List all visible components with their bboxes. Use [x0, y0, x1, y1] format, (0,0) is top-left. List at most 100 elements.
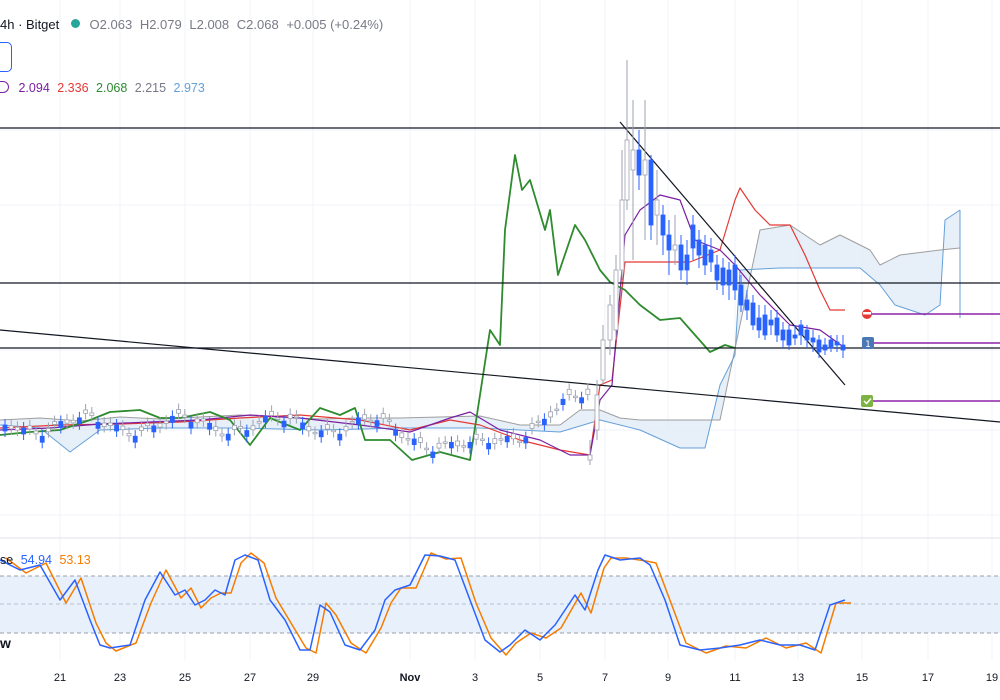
- oscillator-side-label: w: [0, 635, 11, 651]
- x-axis-tick-label: 7: [602, 672, 608, 684]
- candle-body: [21, 427, 27, 435]
- candle-body: [642, 159, 648, 176]
- candle-body: [169, 415, 175, 423]
- x-axis-tick-label: 17: [922, 672, 934, 684]
- candle-body: [238, 426, 244, 429]
- candle-body: [151, 425, 157, 433]
- indicator-settings-button[interactable]: [0, 42, 12, 72]
- x-axis-tick-label: 11: [729, 672, 740, 684]
- candle-body: [207, 422, 213, 430]
- candle-body: [684, 254, 690, 271]
- candle-body: [262, 415, 268, 423]
- candle-body: [792, 334, 798, 339]
- candle-body: [510, 433, 516, 440]
- candle-body: [594, 394, 600, 431]
- candle-body: [163, 420, 169, 424]
- candle-body: [732, 264, 738, 291]
- candle-body: [619, 199, 625, 271]
- candle-body: [138, 426, 144, 431]
- change-value: +0.005 (+0.24%): [286, 17, 384, 32]
- candle-body: [250, 425, 256, 431]
- candle-body: [461, 445, 467, 448]
- candle-body: [182, 414, 188, 418]
- candle-body: [816, 339, 822, 353]
- candle-body: [411, 438, 417, 445]
- candle-body: [486, 443, 492, 450]
- candle-body: [46, 428, 51, 433]
- candle-body: [200, 418, 206, 422]
- candle-body: [33, 430, 39, 435]
- candle-body: [312, 431, 318, 435]
- candle-body: [535, 420, 541, 424]
- candle-body: [442, 441, 448, 444]
- candle-body: [424, 447, 430, 451]
- candle-body: [517, 440, 522, 443]
- candle-body: [306, 426, 312, 432]
- symbol-title[interactable]: 4h · Bitget: [0, 17, 60, 32]
- candle-body: [39, 435, 45, 443]
- candle-body: [70, 419, 76, 424]
- candle-body: [822, 344, 828, 351]
- low-value: 2.008: [196, 17, 230, 32]
- ichimoku-lagging-value: 2.068: [96, 81, 128, 95]
- candle-body: [269, 410, 275, 416]
- candle-body: [275, 417, 281, 420]
- candle-body: [579, 397, 584, 404]
- ichimoku-legend: 2.094 2.336 2.068 2.215 2.973: [0, 81, 205, 95]
- x-axis-tick-label: 23: [114, 672, 126, 684]
- candle-body: [355, 417, 361, 425]
- oscillator-k-value: 54.94: [20, 553, 52, 567]
- ichimoku-eye-icon[interactable]: [0, 81, 9, 93]
- candle-body: [362, 414, 368, 420]
- candle-body: [479, 438, 485, 441]
- ichimoku-span-a-value: 2.215: [134, 81, 167, 95]
- candle-body: [213, 426, 219, 432]
- x-axis-tick-label: 13: [792, 672, 804, 684]
- alert-tag: [862, 337, 874, 349]
- close-label: C: [236, 17, 247, 32]
- oscillator-label: se: [0, 553, 14, 567]
- candle-body: [613, 269, 619, 331]
- candle-body: [2, 424, 8, 432]
- candle-body: [231, 425, 237, 430]
- x-axis-tick-label: 25: [179, 672, 191, 684]
- high-value: 2.079: [149, 17, 182, 32]
- candle-body: [585, 388, 591, 395]
- candle-body: [126, 432, 132, 437]
- candle-body: [8, 425, 14, 430]
- candle-body: [810, 337, 816, 343]
- alert-stop-icon-bar: [863, 312, 871, 315]
- candle-body: [368, 419, 374, 423]
- candle-body: [455, 440, 461, 447]
- x-axis-tick-label: 19: [986, 672, 998, 684]
- x-axis-tick-label: 29: [307, 672, 319, 684]
- ichimoku-lagging-span-line: [0, 154, 736, 461]
- candle-body: [554, 408, 560, 412]
- candle-body: [145, 422, 151, 427]
- candle-body: [393, 429, 399, 436]
- close-value: 2.068: [246, 17, 279, 32]
- candle-body: [349, 421, 355, 424]
- oscillator-d-value: 53.13: [59, 553, 91, 567]
- x-axis-tick-label: 27: [244, 672, 256, 684]
- candle-body: [281, 420, 287, 428]
- candle-body: [560, 398, 566, 405]
- candle-body: [473, 433, 479, 440]
- candle-body: [95, 421, 101, 429]
- candle-body: [768, 319, 774, 326]
- candle-body: [188, 421, 194, 429]
- candle-body: [660, 214, 666, 236]
- candle-body: [225, 433, 231, 441]
- candle-body: [630, 149, 636, 171]
- candle-body: [504, 436, 510, 443]
- candle-body: [678, 244, 684, 271]
- candle-body: [77, 417, 82, 425]
- oscillator-k-line: [0, 554, 846, 653]
- candle-body: [636, 149, 642, 176]
- candle-body: [696, 239, 702, 256]
- oscillator-legend: se 54.94 53.13: [0, 553, 91, 567]
- candle-body: [690, 224, 696, 249]
- candle-body: [840, 344, 846, 351]
- x-axis-tick-label: 15: [856, 672, 868, 684]
